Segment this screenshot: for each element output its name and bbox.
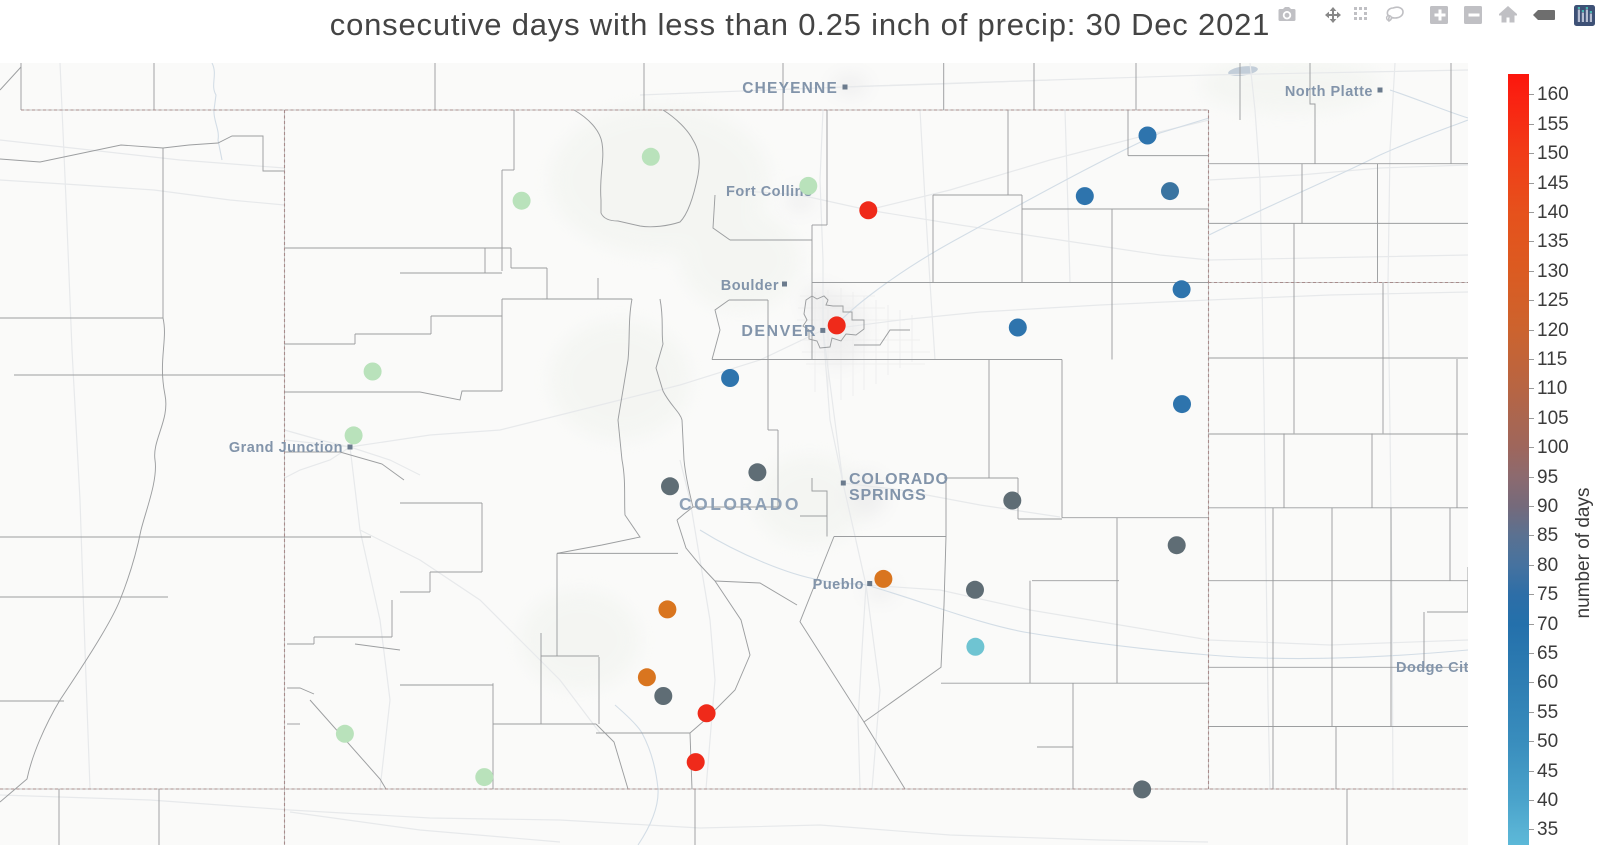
svg-text:Pueblo: Pueblo [813,577,864,593]
svg-text:Boulder: Boulder [721,278,779,294]
svg-text:Grand Junction: Grand Junction [229,440,343,456]
svg-text:Dodge City: Dodge City [1396,660,1468,676]
svg-text:North Platte: North Platte [1285,84,1373,100]
svg-text:CHEYENNE: CHEYENNE [742,80,838,97]
svg-text:SPRINGS: SPRINGS [849,487,927,504]
svg-text:COLORADO: COLORADO [679,494,801,514]
svg-text:DENVER: DENVER [741,323,817,340]
svg-text:COLORADO: COLORADO [849,471,949,488]
svg-text:Fort Collins: Fort Collins [726,184,813,200]
